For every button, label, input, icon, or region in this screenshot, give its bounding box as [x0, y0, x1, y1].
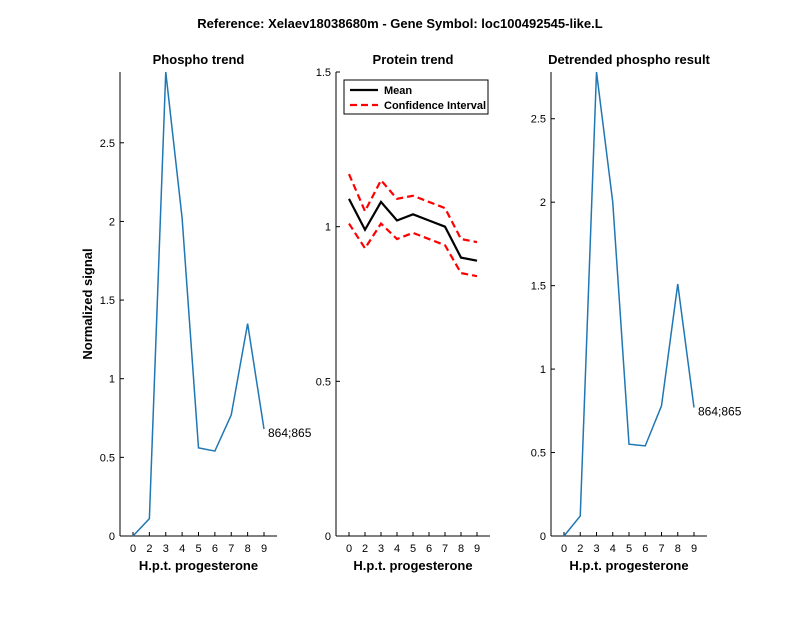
x-tick-label: 5	[626, 543, 632, 555]
x-tick-label: 2	[146, 543, 152, 555]
y-tick-label: 0	[109, 531, 115, 543]
series-line	[132, 71, 265, 537]
mean-line	[348, 198, 478, 262]
x-axis-label: H.p.t. progesterone	[353, 558, 472, 573]
x-tick-label: 5	[410, 543, 416, 555]
x-tick-label: 4	[394, 543, 400, 555]
x-axis-label: H.p.t. progesterone	[139, 558, 258, 573]
y-tick-label: 2	[109, 216, 115, 228]
y-tick-label: 1.5	[100, 295, 115, 307]
series-line	[563, 71, 695, 537]
x-tick-label: 7	[228, 543, 234, 555]
x-tick-label: 2	[577, 543, 583, 555]
y-tick-label: 0	[325, 531, 331, 543]
y-tick-label: 1	[540, 364, 546, 376]
y-tick-label: 2	[540, 197, 546, 209]
y-tick-label: 2.5	[100, 138, 115, 150]
y-tick-label: 1	[109, 374, 115, 386]
ci-lower-line	[348, 221, 478, 278]
x-tick-label: 6	[642, 543, 648, 555]
legend-entry: Mean	[384, 85, 412, 97]
x-tick-label: 7	[442, 543, 448, 555]
x-tick-label: 6	[426, 543, 432, 555]
x-tick-label: 4	[610, 543, 616, 555]
figure-title: Reference: Xelaev18038680m - Gene Symbol…	[197, 16, 603, 31]
y-tick-label: 0.5	[100, 452, 115, 464]
subplot-title: Detrended phospho result	[548, 52, 710, 67]
x-tick-label: 9	[261, 543, 267, 555]
x-axis-label: H.p.t. progesterone	[569, 558, 688, 573]
point-annotation: 864;865	[268, 426, 312, 440]
y-tick-label: 0.5	[316, 376, 331, 388]
x-tick-label: 8	[245, 543, 251, 555]
y-tick-label: 2.5	[531, 114, 546, 126]
x-tick-label: 8	[675, 543, 681, 555]
x-tick-label: 0	[561, 543, 567, 555]
x-tick-label: 6	[212, 543, 218, 555]
x-tick-label: 5	[195, 543, 201, 555]
legend-box	[343, 79, 489, 115]
y-axis-label: Normalized signal	[80, 248, 95, 359]
x-tick-label: 3	[163, 543, 169, 555]
y-tick-label: 1	[325, 222, 331, 234]
x-tick-label: 2	[362, 543, 368, 555]
subplot-title: Protein trend	[373, 52, 454, 67]
ci-upper-line	[347, 173, 478, 244]
y-tick-label: 1.5	[316, 67, 331, 79]
legend: Mean Confidence Interval	[343, 79, 489, 115]
x-tick-label: 0	[130, 543, 136, 555]
x-tick-label: 7	[658, 543, 664, 555]
x-tick-label: 9	[691, 543, 697, 555]
subplot-title: Phospho trend	[153, 52, 245, 67]
x-tick-label: 3	[378, 543, 384, 555]
x-tick-label: 4	[179, 543, 185, 555]
x-tick-label: 9	[474, 543, 480, 555]
point-annotation: 864;865	[698, 404, 742, 418]
x-tick-label: 0	[346, 543, 352, 555]
legend-entry: Confidence Interval	[384, 100, 486, 112]
x-tick-label: 8	[458, 543, 464, 555]
x-tick-label: 3	[593, 543, 599, 555]
y-tick-label: 0	[540, 531, 546, 543]
y-tick-label: 1.5	[531, 281, 546, 293]
y-tick-label: 0.5	[531, 448, 546, 460]
